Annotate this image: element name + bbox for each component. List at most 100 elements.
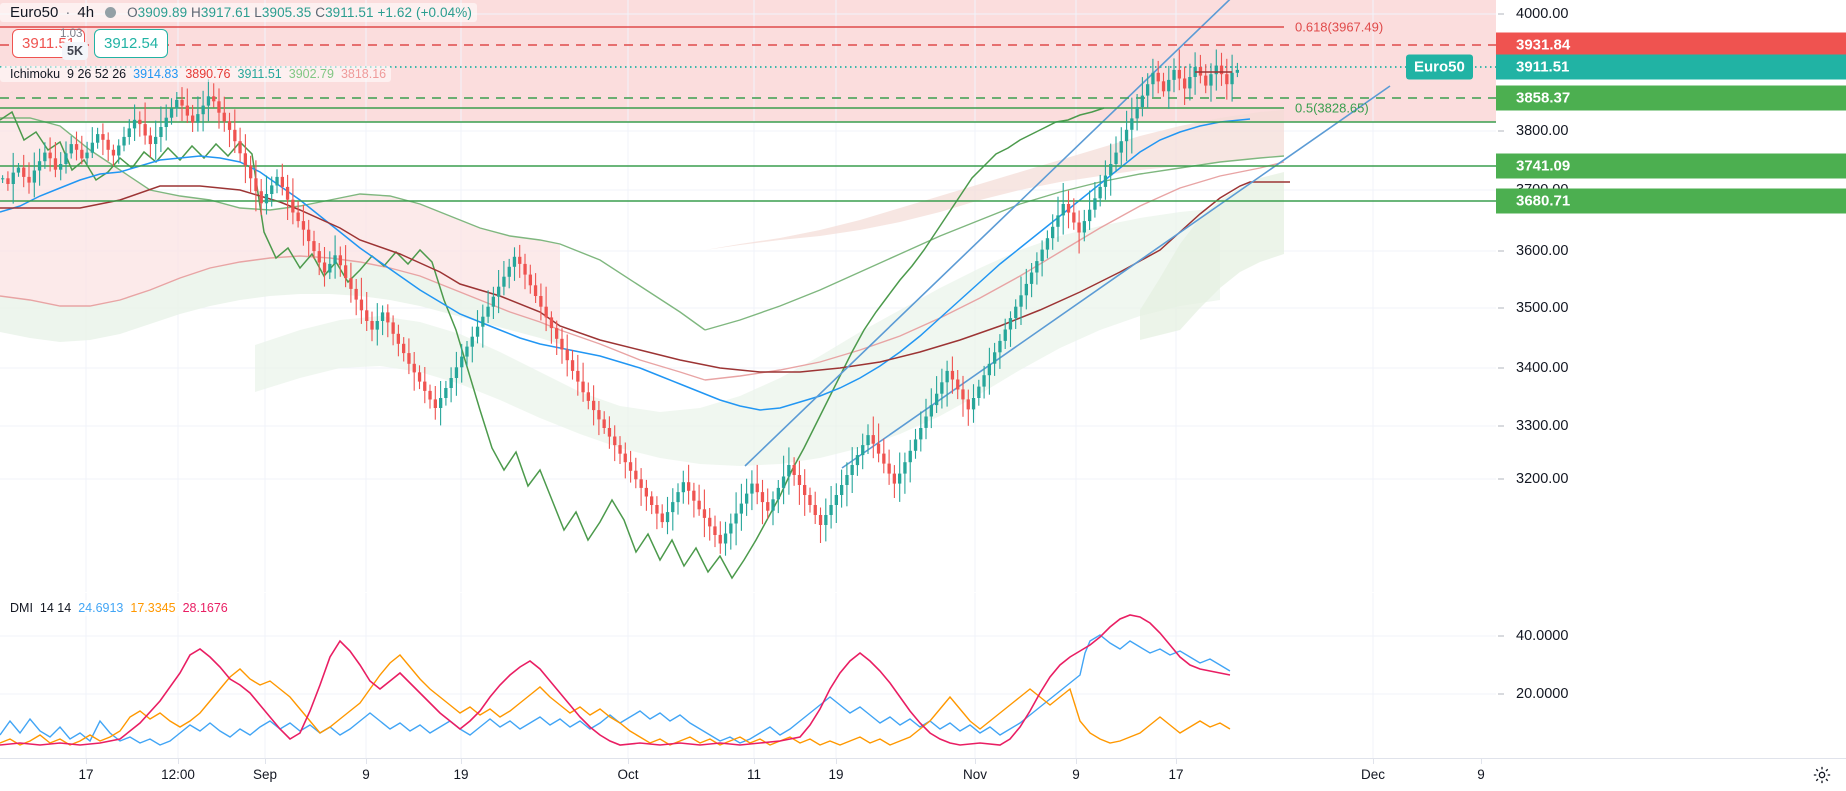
time-tick-mark	[1481, 759, 1482, 764]
price-axis-tick: 3400.00	[1516, 360, 1569, 376]
time-axis-tick: 9	[362, 767, 370, 782]
symbol-legend[interactable]: Euro50 · 4h O3909.89 H3917.61 L3905.35 C…	[0, 3, 477, 22]
dmi-adx-line	[0, 614, 1231, 746]
price-level-badge[interactable]: 3680.71	[1496, 188, 1846, 214]
dmi-tick-mark	[1498, 635, 1504, 637]
price-chart-svg	[0, 0, 1496, 592]
ohlc-values: O3909.89 H3917.61 L3905.35 C3911.51 +1.6…	[127, 5, 472, 20]
price-level-badge[interactable]: 3858.37	[1496, 85, 1846, 111]
time-tick-mark	[975, 759, 976, 764]
close-value: 3911.51	[325, 5, 374, 20]
price-axis-tick: 3500.00	[1516, 300, 1569, 316]
dmi-axis-tick: 20.0000	[1516, 686, 1569, 702]
change-percent: (+0.04%)	[415, 5, 472, 20]
price-axis[interactable]: 4000.003800.003700.003600.003500.003400.…	[1406, 0, 1846, 592]
dmi-adx-value: 24.6913	[78, 601, 124, 615]
chikou-span-line	[0, 107, 1105, 580]
level-lines	[0, 26, 1496, 202]
time-axis-tick: Sep	[252, 767, 278, 782]
time-axis-tick: 19	[453, 767, 469, 782]
time-axis-tick: Nov	[962, 767, 988, 782]
circle-dot-icon	[105, 7, 117, 18]
time-axis-tick: 12:00	[161, 767, 195, 782]
trend-channel-lines	[744, 0, 1391, 469]
candlestick-series	[1, 49, 1239, 556]
price-axis-tick: 3300.00	[1516, 418, 1569, 434]
dmi-legend[interactable]: DMI 14 14 24.6913 17.3345 28.1676	[0, 600, 233, 616]
ichimoku-label: Ichimoku	[10, 67, 61, 81]
symbol-name[interactable]: Euro50	[10, 4, 59, 21]
ichimoku-params: 9 26 52 26	[67, 67, 127, 81]
price-axis-tick: 3800.00	[1516, 123, 1569, 139]
interval-label[interactable]: 4h	[77, 4, 95, 21]
price-tick-mark	[1498, 478, 1504, 480]
ichimoku-base-value: 3890.76	[185, 67, 231, 81]
price-tick-mark	[1498, 250, 1504, 252]
dmi-plot-area[interactable]	[0, 593, 1496, 758]
ichimoku-span-a-value: 3902.79	[288, 67, 334, 81]
buy-price-box[interactable]: 3912.54	[94, 29, 169, 58]
time-tick-mark	[836, 759, 837, 764]
volume-ratio-value: 1.03	[60, 28, 83, 40]
price-tick-mark	[1498, 130, 1504, 132]
dmi-pane: 40.0000 20.0000 DMI 14 14 24.6913 17.3345…	[0, 593, 1846, 758]
gear-icon[interactable]	[1812, 765, 1832, 785]
time-axis-tick: 17	[1168, 767, 1184, 782]
time-tick-mark	[265, 759, 266, 764]
sell-price-box[interactable]: 3911.51	[12, 29, 86, 58]
dmi-di-minus-value: 28.1676	[182, 601, 228, 615]
fib-level-label: 0.5(3828.65)	[1295, 100, 1369, 116]
ichimoku-conversion-value: 3914.83	[133, 67, 179, 81]
time-axis-tick: 17	[78, 767, 94, 782]
time-axis-tick: 11	[746, 767, 762, 782]
price-axis-tick: 3600.00	[1516, 243, 1569, 259]
ichimoku-cloud	[0, 110, 1284, 466]
price-tick-mark	[1498, 367, 1504, 369]
time-tick-mark	[1176, 759, 1177, 764]
time-axis[interactable]: 17 12:00 Sep 9 19 Oct 11 19 Nov 9 17 Dec 9	[0, 758, 1846, 791]
dmi-params: 14 14	[39, 601, 72, 615]
price-pane: 4000.003800.003700.003600.003500.003400.…	[0, 0, 1846, 592]
time-tick-mark	[178, 759, 179, 764]
symbol-price-tag[interactable]: Euro50	[1406, 54, 1473, 80]
open-label: O	[127, 5, 138, 20]
tenkan-sen-line	[0, 118, 1251, 411]
dmi-chart-svg	[0, 593, 1496, 758]
ichimoku-lagging-value: 3911.51	[237, 67, 282, 81]
dmi-label: DMI	[10, 601, 33, 615]
dmi-di-minus-line	[0, 654, 1231, 746]
price-tick-mark	[1498, 307, 1504, 309]
change-value: +1.62	[377, 5, 413, 20]
close-label: C	[315, 5, 326, 20]
price-tick-mark	[1498, 13, 1504, 15]
price-level-badge[interactable]: 3741.09	[1496, 153, 1846, 179]
time-tick-mark	[461, 759, 462, 764]
time-tick-mark	[366, 759, 367, 764]
volume-chip[interactable]: 5K	[62, 42, 88, 60]
high-value: 3917.61	[200, 5, 251, 20]
low-label: L	[254, 5, 262, 20]
price-level-badge[interactable]: 3931.84	[1496, 32, 1846, 58]
time-axis-tick: 9	[1072, 767, 1080, 782]
dmi-axis-tick: 40.0000	[1516, 628, 1569, 644]
fib-level-label: 0.618(3967.49)	[1295, 19, 1384, 35]
time-tick-mark	[1373, 759, 1374, 764]
low-value: 3905.35	[261, 5, 312, 20]
upper-trendline	[744, 0, 1231, 467]
dmi-tick-mark	[1498, 693, 1504, 695]
time-axis-tick: Oct	[617, 767, 639, 782]
ichimoku-span-b-value: 3818.16	[340, 67, 387, 81]
time-tick-mark	[1076, 759, 1077, 764]
time-tick-mark	[754, 759, 755, 764]
price-plot-area[interactable]	[0, 0, 1496, 592]
time-axis-tick: 9	[1477, 767, 1485, 782]
time-axis-tick: 19	[828, 767, 844, 782]
dmi-di-plus-value: 17.3345	[130, 601, 176, 615]
price-level-badge[interactable]: 3911.51	[1496, 54, 1846, 80]
legend-separator: ·	[65, 4, 71, 21]
dmi-axis[interactable]: 40.0000 20.0000	[1496, 593, 1846, 758]
open-value: 3909.89	[137, 5, 188, 20]
price-tick-mark	[1498, 425, 1504, 427]
ichimoku-legend[interactable]: Ichimoku 9 26 52 26 3914.83 3890.76 3911…	[0, 66, 392, 82]
